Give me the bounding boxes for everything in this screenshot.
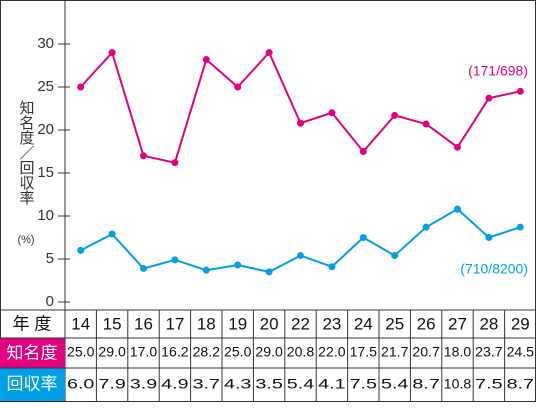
y-tick-label: 15 bbox=[37, 164, 54, 181]
x-tick-label: 17 bbox=[165, 314, 184, 333]
y-tick-label: 20 bbox=[37, 121, 54, 138]
data-point bbox=[391, 252, 399, 260]
data-point bbox=[140, 264, 147, 272]
y-tick-label: 0 bbox=[46, 293, 54, 310]
x-tick-label: 22 bbox=[291, 314, 310, 333]
data-point bbox=[234, 261, 242, 269]
table-value: 25.0 bbox=[224, 344, 252, 360]
table-value: 5.4 bbox=[287, 376, 315, 392]
table-value: 5.4 bbox=[381, 376, 409, 392]
data-point bbox=[422, 120, 430, 128]
annotation: (171/698) bbox=[468, 63, 528, 79]
table-value: 23.7 bbox=[475, 344, 503, 360]
table-value: 10.8 bbox=[444, 376, 472, 392]
data-point bbox=[297, 119, 304, 127]
table-value: 22.0 bbox=[318, 344, 346, 360]
row-header-bg bbox=[0, 368, 65, 401]
y-axis-label: 知名度／回収率 bbox=[18, 100, 35, 205]
row-header: 回収率 bbox=[7, 374, 58, 393]
table-value: 20.8 bbox=[287, 344, 315, 360]
y-tick-label: 30 bbox=[37, 35, 54, 52]
data-point bbox=[108, 49, 116, 57]
table-value: 8.7 bbox=[507, 376, 535, 392]
table-value: 25.0 bbox=[67, 344, 95, 360]
table-value: 3.5 bbox=[255, 376, 283, 392]
data-point bbox=[485, 94, 493, 102]
row-header: 知名度 bbox=[7, 343, 58, 362]
data-point bbox=[171, 256, 179, 264]
data-point bbox=[454, 205, 461, 213]
table-value: 24.5 bbox=[507, 344, 535, 360]
table-value: 3.7 bbox=[193, 376, 221, 392]
x-tick-label: 25 bbox=[385, 314, 404, 333]
data-point bbox=[516, 87, 524, 95]
data-point bbox=[422, 223, 430, 231]
table-value: 16.2 bbox=[161, 344, 189, 360]
x-tick-label: 28 bbox=[479, 314, 498, 333]
table-value: 8.7 bbox=[412, 376, 440, 392]
x-tick-label: 16 bbox=[134, 314, 153, 333]
table-value: 29.0 bbox=[255, 344, 283, 360]
data-point bbox=[265, 268, 273, 276]
table-value: 4.3 bbox=[224, 376, 252, 392]
data-point bbox=[328, 263, 336, 271]
x-tick-label: 18 bbox=[197, 314, 216, 333]
row-header-bg bbox=[0, 338, 65, 368]
data-point bbox=[77, 246, 85, 254]
table-value: 17.5 bbox=[350, 344, 378, 360]
table-value: 17.0 bbox=[130, 344, 158, 360]
y-tick-label: 25 bbox=[37, 78, 54, 95]
table-value: 28.2 bbox=[193, 344, 221, 360]
data-point bbox=[391, 111, 399, 119]
table-value: 4.1 bbox=[318, 376, 346, 392]
x-axis-label: 年 度 bbox=[13, 314, 52, 333]
annotation: (710/8200) bbox=[460, 261, 528, 277]
table-value: 4.9 bbox=[161, 376, 189, 392]
x-tick-label: 27 bbox=[448, 314, 467, 333]
x-tick-label: 24 bbox=[354, 314, 373, 333]
data-point bbox=[171, 159, 179, 167]
x-tick-label: 14 bbox=[71, 314, 90, 333]
y-tick-label: 10 bbox=[37, 207, 54, 224]
data-point bbox=[359, 148, 367, 155]
data-point bbox=[202, 266, 210, 274]
data-point bbox=[297, 252, 304, 260]
data-point bbox=[202, 55, 210, 63]
table-value: 21.7 bbox=[381, 344, 409, 360]
x-tick-label: 26 bbox=[417, 314, 436, 333]
table-value: 18.0 bbox=[444, 344, 472, 360]
data-point bbox=[265, 49, 273, 57]
data-point bbox=[140, 152, 147, 160]
series-line bbox=[80, 207, 521, 273]
x-tick-label: 19 bbox=[228, 314, 247, 333]
table-value: 29.0 bbox=[98, 344, 126, 360]
data-point bbox=[77, 83, 85, 91]
y-axis-unit: (%) bbox=[17, 234, 34, 246]
data-point bbox=[234, 83, 242, 91]
table-value: 6.0 bbox=[67, 376, 95, 392]
y-tick-label: 5 bbox=[46, 250, 54, 267]
table-value: 7.9 bbox=[98, 376, 126, 392]
data-point bbox=[454, 143, 461, 151]
x-tick-label: 15 bbox=[103, 314, 122, 333]
table-value: 20.7 bbox=[412, 344, 440, 360]
data-point bbox=[108, 230, 116, 238]
x-tick-label: 23 bbox=[322, 314, 341, 333]
data-point bbox=[328, 109, 336, 117]
table-value: 3.9 bbox=[130, 376, 158, 392]
data-point bbox=[485, 234, 493, 241]
table-value: 7.5 bbox=[475, 376, 503, 392]
x-tick-label: 29 bbox=[511, 314, 530, 333]
data-point bbox=[359, 234, 367, 241]
data-point bbox=[516, 223, 524, 231]
x-tick-label: 20 bbox=[260, 314, 279, 333]
table-value: 7.5 bbox=[350, 376, 378, 392]
